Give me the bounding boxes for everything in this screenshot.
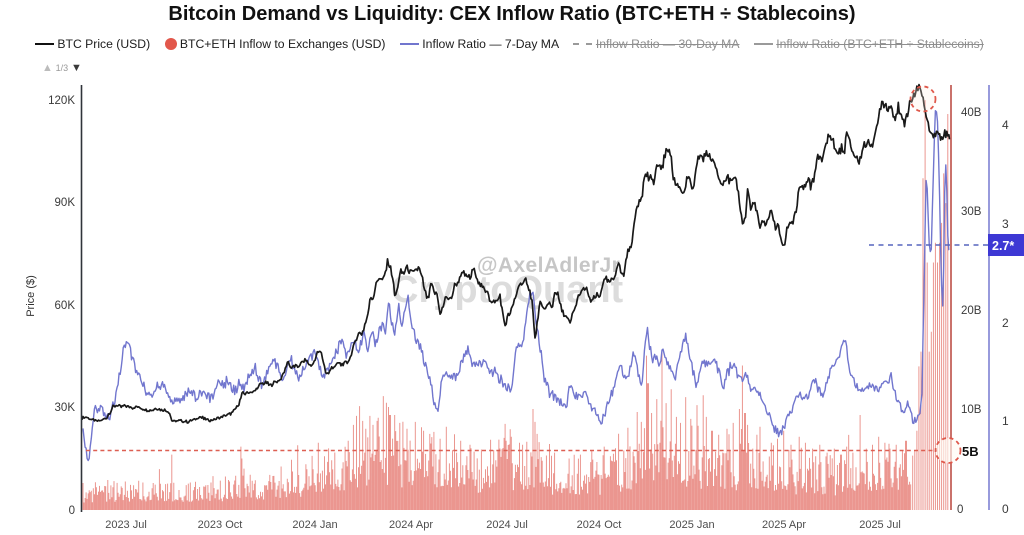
svg-text:2025 Jan: 2025 Jan (669, 519, 714, 531)
svg-text:2.7*: 2.7* (992, 239, 1014, 253)
svg-text:2024 Oct: 2024 Oct (577, 519, 622, 531)
svg-text:60K: 60K (55, 300, 76, 312)
svg-text:0: 0 (957, 504, 963, 516)
svg-text:20B: 20B (961, 305, 982, 317)
svg-text:3: 3 (1002, 217, 1009, 231)
svg-text:2025 Apr: 2025 Apr (762, 519, 806, 531)
svg-text:30B: 30B (961, 206, 982, 218)
svg-text:90K: 90K (55, 197, 76, 209)
svg-text:0: 0 (1002, 502, 1009, 516)
svg-text:2024 Jul: 2024 Jul (486, 519, 528, 531)
svg-text:2025 Jul: 2025 Jul (859, 519, 901, 531)
svg-text:5B: 5B (962, 444, 979, 459)
svg-text:1: 1 (1002, 414, 1009, 428)
svg-text:10B: 10B (961, 404, 982, 416)
svg-text:2: 2 (1002, 316, 1009, 330)
svg-text:2024 Apr: 2024 Apr (389, 519, 433, 531)
svg-text:40B: 40B (961, 107, 982, 119)
svg-text:2023 Jul: 2023 Jul (105, 519, 147, 531)
svg-text:120K: 120K (48, 95, 75, 107)
svg-text:2024 Jan: 2024 Jan (292, 519, 337, 531)
svg-text:0: 0 (69, 505, 75, 517)
svg-text:30K: 30K (55, 402, 76, 414)
svg-text:4: 4 (1002, 118, 1009, 132)
svg-text:2023 Oct: 2023 Oct (198, 519, 243, 531)
